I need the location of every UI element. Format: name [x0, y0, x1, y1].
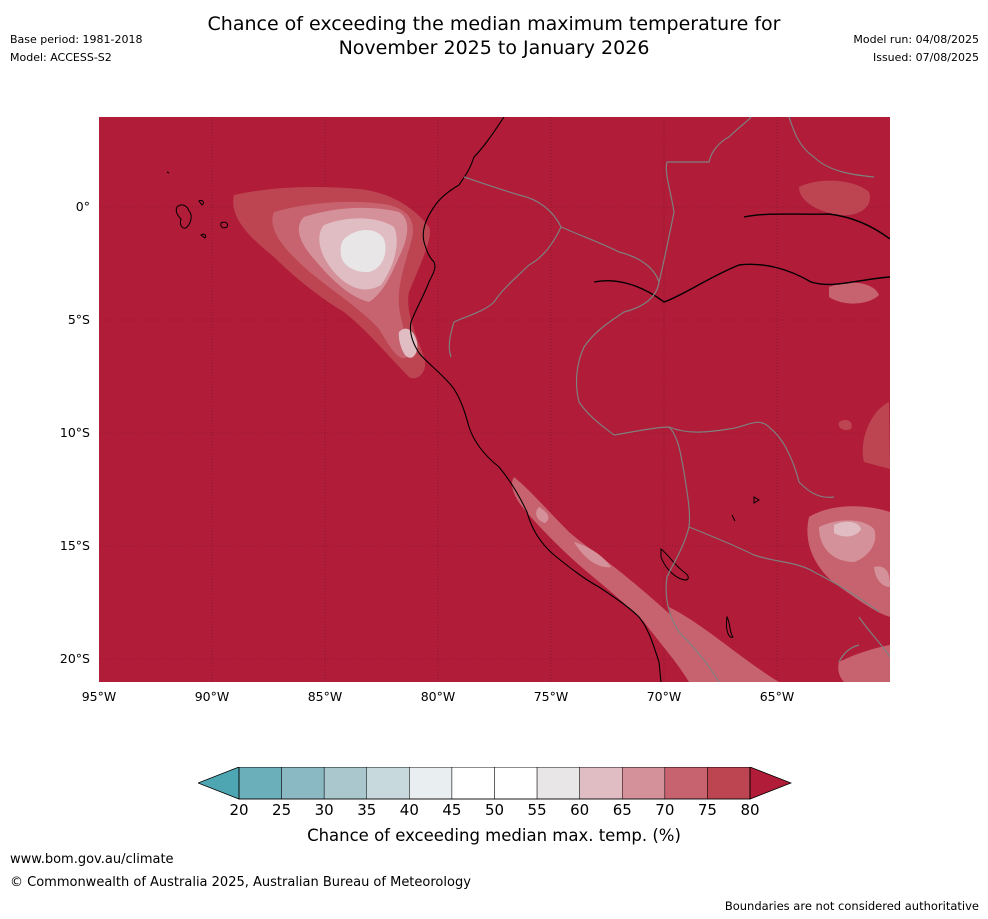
colorbar-tick-label: 20 — [229, 801, 249, 819]
colorbar-cell — [664, 767, 708, 800]
lon-label-85w: 85°W — [307, 689, 343, 704]
colorbar-cell — [366, 767, 410, 800]
amazon-river — [593, 263, 890, 303]
colorbar-cell — [579, 767, 623, 800]
colorbar-tick-label: 45 — [442, 801, 462, 819]
country-borders — [448, 117, 890, 682]
graticule — [99, 117, 890, 682]
title-line-1: Chance of exceeding the median maximum t… — [207, 13, 781, 35]
colorbar-tick-label: 55 — [527, 801, 547, 819]
copyright: © Commonwealth of Australia 2025, Austra… — [10, 875, 471, 890]
colorbar-cell — [451, 767, 495, 800]
lat-label-5s: 5°S — [67, 312, 90, 327]
lat-label-0: 0° — [75, 199, 90, 214]
colorbar-cell — [409, 767, 453, 800]
disclaimer: Boundaries are not considered authoritat… — [724, 899, 979, 913]
forecast-map — [99, 117, 890, 682]
lat-label-10s: 10°S — [59, 425, 90, 440]
colorbar-tick-label: 35 — [357, 801, 377, 819]
colorbar — [198, 767, 792, 800]
colorbar-cell — [707, 767, 751, 800]
galapagos-islands — [166, 171, 228, 239]
colorbar-low-extend — [198, 767, 240, 800]
meta-right: Model run: 04/08/2025 Issued: 07/08/2025 — [853, 31, 979, 67]
colorbar-tick-label: 40 — [399, 801, 419, 819]
map-canvas — [99, 117, 890, 682]
title-line-2: November 2025 to January 2026 — [338, 37, 650, 59]
amazon-north-patch — [799, 180, 879, 431]
lon-label-70w: 70°W — [646, 689, 682, 704]
colorbar-label: Chance of exceeding median max. temp. (%… — [307, 826, 681, 845]
colorbar-high-extend — [749, 767, 792, 800]
andes-region — [669, 607, 890, 682]
coastal-band — [512, 477, 759, 682]
brazil-east-patches — [807, 402, 890, 617]
colorbar-cell — [494, 767, 538, 800]
colorbar-tick-label: 25 — [272, 801, 292, 819]
colorbar-cell — [536, 767, 580, 800]
issued-date: Issued: 07/08/2025 — [872, 51, 979, 64]
colorbar-cell — [622, 767, 666, 800]
model-name: Model: ACCESS-S2 — [10, 51, 112, 64]
website-link[interactable]: www.bom.gov.au/climate — [10, 852, 174, 867]
colorbar-cell — [238, 767, 282, 800]
colorbar-tick-label: 80 — [740, 801, 760, 819]
lon-label-95w: 95°W — [81, 689, 117, 704]
colorbar-tick-label: 60 — [570, 801, 590, 819]
ocean-plume — [233, 187, 430, 379]
colorbar-cell — [323, 767, 367, 800]
colorbar-cell — [281, 767, 325, 800]
colorbar-tick-label: 50 — [484, 801, 505, 819]
lakes — [660, 496, 760, 638]
colorbar-tick-label: 75 — [697, 801, 717, 819]
base-period: Base period: 1981-2018 — [10, 33, 143, 46]
model-run: Model run: 04/08/2025 — [853, 33, 979, 46]
colorbar-frame — [238, 767, 751, 800]
lat-label-20s: 20°S — [59, 651, 90, 666]
colorbar-cells — [238, 767, 751, 800]
colorbar-tick-label: 30 — [314, 801, 334, 819]
lon-label-75w: 75°W — [533, 689, 569, 704]
chart-title: Chance of exceeding the median maximum t… — [0, 12, 988, 60]
lon-label-65w: 65°W — [759, 689, 795, 704]
colorbar-tick-label: 65 — [612, 801, 632, 819]
lat-label-15s: 15°S — [59, 538, 90, 553]
lon-label-90w: 90°W — [194, 689, 230, 704]
amazon-estuary — [743, 213, 890, 240]
meta-left: Base period: 1981-2018 Model: ACCESS-S2 — [10, 31, 142, 67]
colorbar-tick-label: 70 — [655, 801, 675, 819]
lon-label-80w: 80°W — [420, 689, 456, 704]
coastline — [409, 117, 662, 682]
